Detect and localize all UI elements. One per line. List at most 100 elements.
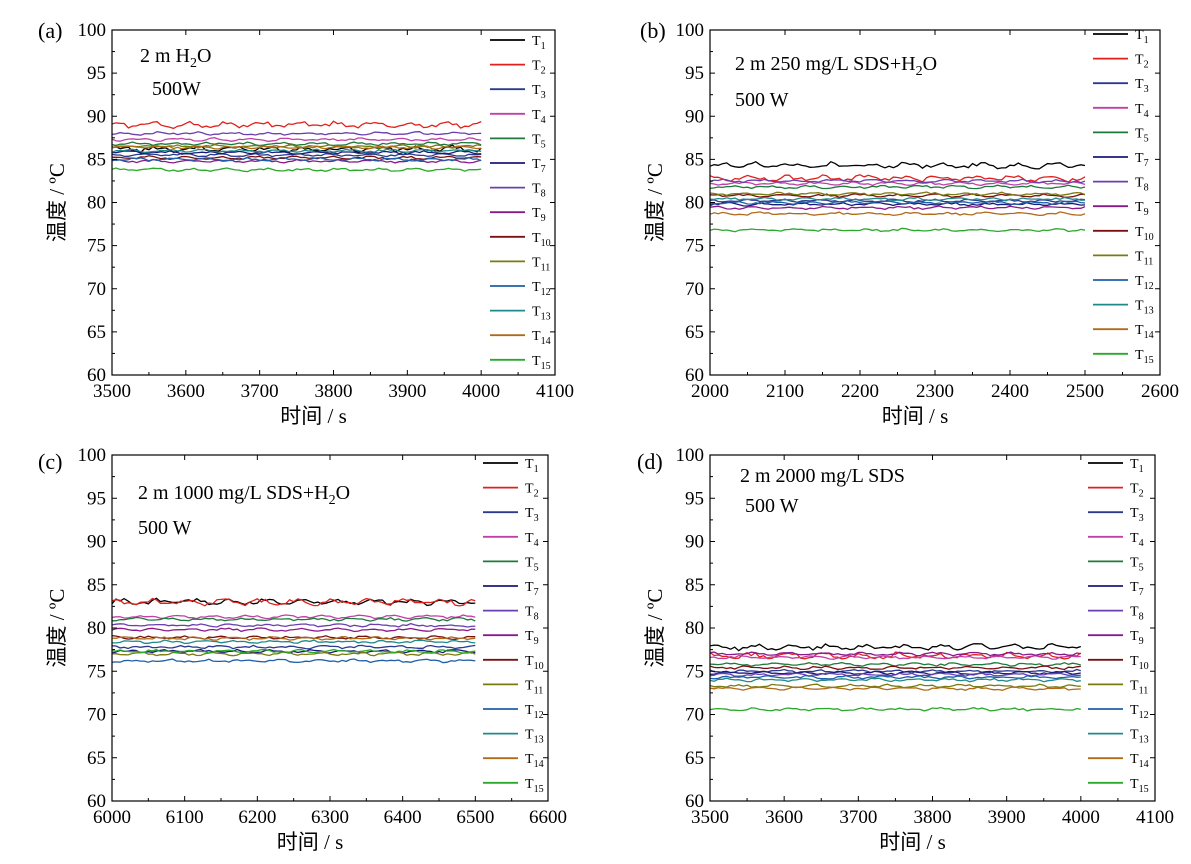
series-line-t12 — [111, 658, 476, 664]
legend-label-t2: T2 — [525, 482, 539, 500]
legend-label-t5: T5 — [1135, 126, 1149, 144]
series-line-t4 — [709, 654, 1081, 660]
legend-label-t7: T7 — [1135, 151, 1149, 169]
series-line-t7 — [111, 150, 482, 155]
x-axis-label: 时间 / s — [882, 404, 949, 428]
x-tick-label: 3500 — [691, 807, 729, 828]
series-line-t7 — [709, 201, 1086, 207]
y-tick-label: 60 — [685, 791, 704, 812]
y-tick-label: 80 — [87, 193, 106, 214]
legend-label-t9: T9 — [532, 206, 546, 224]
series-line-t9 — [709, 651, 1081, 657]
legend-label-t1: T1 — [1135, 28, 1149, 46]
panel-label: (d) — [637, 449, 663, 474]
x-tick-label: 2500 — [1066, 381, 1104, 402]
x-axis-label: 时间 / s — [280, 404, 347, 428]
legend-label-t14: T14 — [525, 752, 544, 770]
legend-label-t12: T12 — [525, 703, 544, 721]
x-tick-label: 2100 — [766, 381, 804, 402]
x-tick-label: 2000 — [691, 381, 729, 402]
x-tick-label: 3500 — [93, 381, 131, 402]
series-line-t13 — [709, 196, 1086, 202]
series-line-t15 — [709, 227, 1086, 233]
chart-panel-d: 60 65 70 75 80 85 90 95 100 3500 3600 3700 3800 3900 4… — [637, 445, 1174, 854]
series-line-t15 — [709, 706, 1081, 712]
legend-label-t8: T8 — [532, 182, 546, 200]
y-tick-label: 90 — [685, 106, 704, 127]
legend-label-t9: T9 — [1135, 200, 1149, 218]
y-tick-label: 80 — [685, 618, 704, 639]
y-tick-label: 90 — [685, 532, 704, 553]
panel-label: (b) — [640, 18, 666, 43]
x-axis-label: 时间 / s — [879, 830, 946, 854]
legend-label-t15: T15 — [1135, 348, 1154, 366]
legend-label-t8: T8 — [1135, 176, 1149, 194]
condition-annotation: 2 m 1000 mg/L SDS+H2O — [138, 482, 350, 508]
y-tick-label: 95 — [87, 488, 106, 509]
x-tick-label: 4000 — [1062, 807, 1100, 828]
legend-label-t9: T9 — [525, 629, 539, 647]
series-line-t10 — [709, 665, 1081, 671]
series-line-t14 — [111, 144, 482, 150]
series-line-t8 — [709, 178, 1086, 184]
condition-annotation: 500W — [152, 78, 201, 100]
y-tick-label: 95 — [87, 63, 106, 84]
legend-label-t10: T10 — [1135, 225, 1154, 243]
y-tick-label: 100 — [676, 20, 705, 41]
series-line-t3 — [111, 644, 476, 650]
y-tick-label: 80 — [685, 193, 704, 214]
legend-label-t11: T11 — [532, 255, 550, 273]
chart-panel-a: 60 65 70 75 80 85 90 95 100 3500 3600 3700 3800 3900 4… — [38, 18, 574, 428]
y-tick-label: 60 — [685, 365, 704, 386]
series-line-t8 — [111, 622, 476, 628]
legend-label-t3: T3 — [525, 506, 539, 524]
x-tick-label: 3700 — [241, 381, 279, 402]
series-line-t5 — [111, 616, 476, 622]
series-line-t4 — [709, 181, 1086, 187]
y-tick-label: 90 — [87, 532, 106, 553]
y-tick-label: 60 — [87, 791, 106, 812]
x-tick-label: 6200 — [238, 807, 276, 828]
condition-annotation: 2 m 2000 mg/L SDS — [740, 465, 905, 487]
condition-annotation: 500 W — [138, 517, 192, 539]
legend-label-t4: T4 — [1135, 102, 1149, 120]
y-tick-label: 95 — [685, 488, 704, 509]
y-tick-label: 85 — [87, 149, 106, 170]
legend-label-t1: T1 — [1130, 457, 1144, 475]
legend-label-t3: T3 — [1135, 77, 1149, 95]
series-line-t14 — [709, 211, 1086, 217]
series-line-t12 — [709, 674, 1081, 680]
series-line-t11 — [709, 683, 1081, 689]
legend-label-t4: T4 — [525, 531, 539, 549]
x-tick-label: 4100 — [536, 381, 574, 402]
condition-annotation: 2 m 250 mg/L SDS+H2O — [735, 53, 937, 79]
legend-label-t15: T15 — [525, 777, 544, 795]
series-line-t15 — [111, 167, 482, 173]
y-tick-label: 65 — [685, 322, 704, 343]
x-tick-label: 3900 — [988, 807, 1026, 828]
series-line-t5 — [709, 661, 1081, 667]
y-tick-label: 85 — [685, 575, 704, 596]
legend-label-t1: T1 — [525, 457, 539, 475]
y-tick-label: 100 — [78, 445, 107, 466]
legend-label-t11: T11 — [1130, 678, 1148, 696]
series-line-t14 — [709, 686, 1081, 691]
legend-label-t1: T1 — [532, 34, 546, 52]
panel-label: (c) — [38, 449, 62, 474]
y-tick-label: 70 — [87, 705, 106, 726]
condition-annotation: 2 m H2O — [140, 45, 211, 71]
legend-label-t10: T10 — [525, 654, 544, 672]
legend-label-t2: T2 — [1135, 53, 1149, 71]
x-tick-label: 6000 — [93, 807, 131, 828]
chart-panel-c: 60 65 70 75 80 85 90 95 100 6000 6100 6200 6300 6400 6… — [38, 445, 567, 854]
legend-label-t3: T3 — [1130, 506, 1144, 524]
series-line-t9 — [709, 205, 1086, 211]
y-tick-label: 65 — [87, 748, 106, 769]
x-tick-label: 6300 — [311, 807, 349, 828]
legend-label-t15: T15 — [1130, 777, 1149, 795]
legend-label-t8: T8 — [525, 605, 539, 623]
condition-annotation: 500 W — [745, 495, 799, 517]
y-axis-label: 温度 / ºC — [643, 163, 667, 242]
series-line-t2 — [111, 597, 476, 607]
y-tick-label: 85 — [87, 575, 106, 596]
